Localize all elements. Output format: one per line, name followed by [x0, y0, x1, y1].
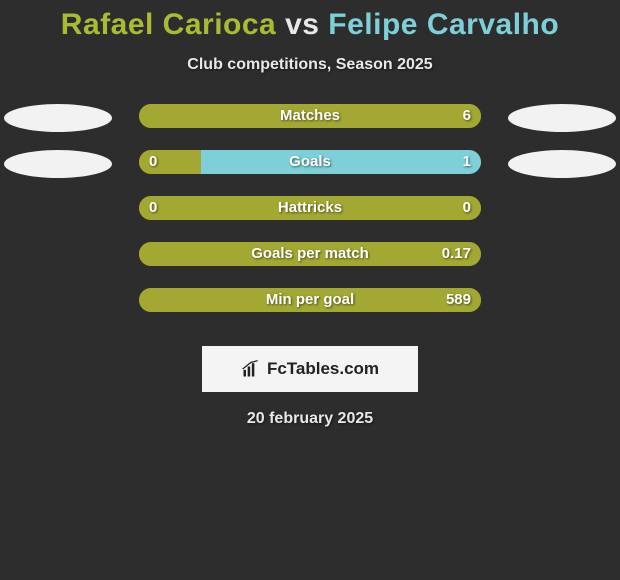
stat-bar: 00Hattricks [139, 196, 481, 220]
subtitle: Club competitions, Season 2025 [0, 56, 620, 74]
stat-label: Min per goal [139, 288, 481, 312]
stat-row: 589Min per goal [0, 288, 620, 334]
player1-name: Rafael Carioca [61, 8, 276, 41]
player2-name: Felipe Carvalho [328, 8, 559, 41]
brand-badge: FcTables.com [202, 346, 418, 392]
stat-row: 6Matches [0, 104, 620, 150]
chart-icon [241, 359, 261, 379]
stat-row: 00Hattricks [0, 196, 620, 242]
vs-text: vs [285, 8, 319, 41]
player1-flag [4, 150, 112, 178]
page-title: Rafael Carioca vs Felipe Carvalho [0, 8, 620, 42]
stat-row: 01Goals [0, 150, 620, 196]
stat-label: Goals per match [139, 242, 481, 266]
stat-label: Matches [139, 104, 481, 128]
stat-label: Hattricks [139, 196, 481, 220]
stat-row: 0.17Goals per match [0, 242, 620, 288]
player2-flag [508, 104, 616, 132]
brand-text: FcTables.com [267, 359, 379, 379]
stat-bar: 0.17Goals per match [139, 242, 481, 266]
player2-flag [508, 150, 616, 178]
stat-bar: 01Goals [139, 150, 481, 174]
comparison-infographic: Rafael Carioca vs Felipe Carvalho Club c… [0, 0, 620, 428]
stat-rows: 6Matches 01Goals 00Hattricks 0.17Goals per … [0, 104, 620, 334]
stat-label: Goals [139, 150, 481, 174]
stat-bar: 589Min per goal [139, 288, 481, 312]
player1-flag [4, 104, 112, 132]
stat-bar: 6Matches [139, 104, 481, 128]
date-text: 20 february 2025 [0, 410, 620, 428]
